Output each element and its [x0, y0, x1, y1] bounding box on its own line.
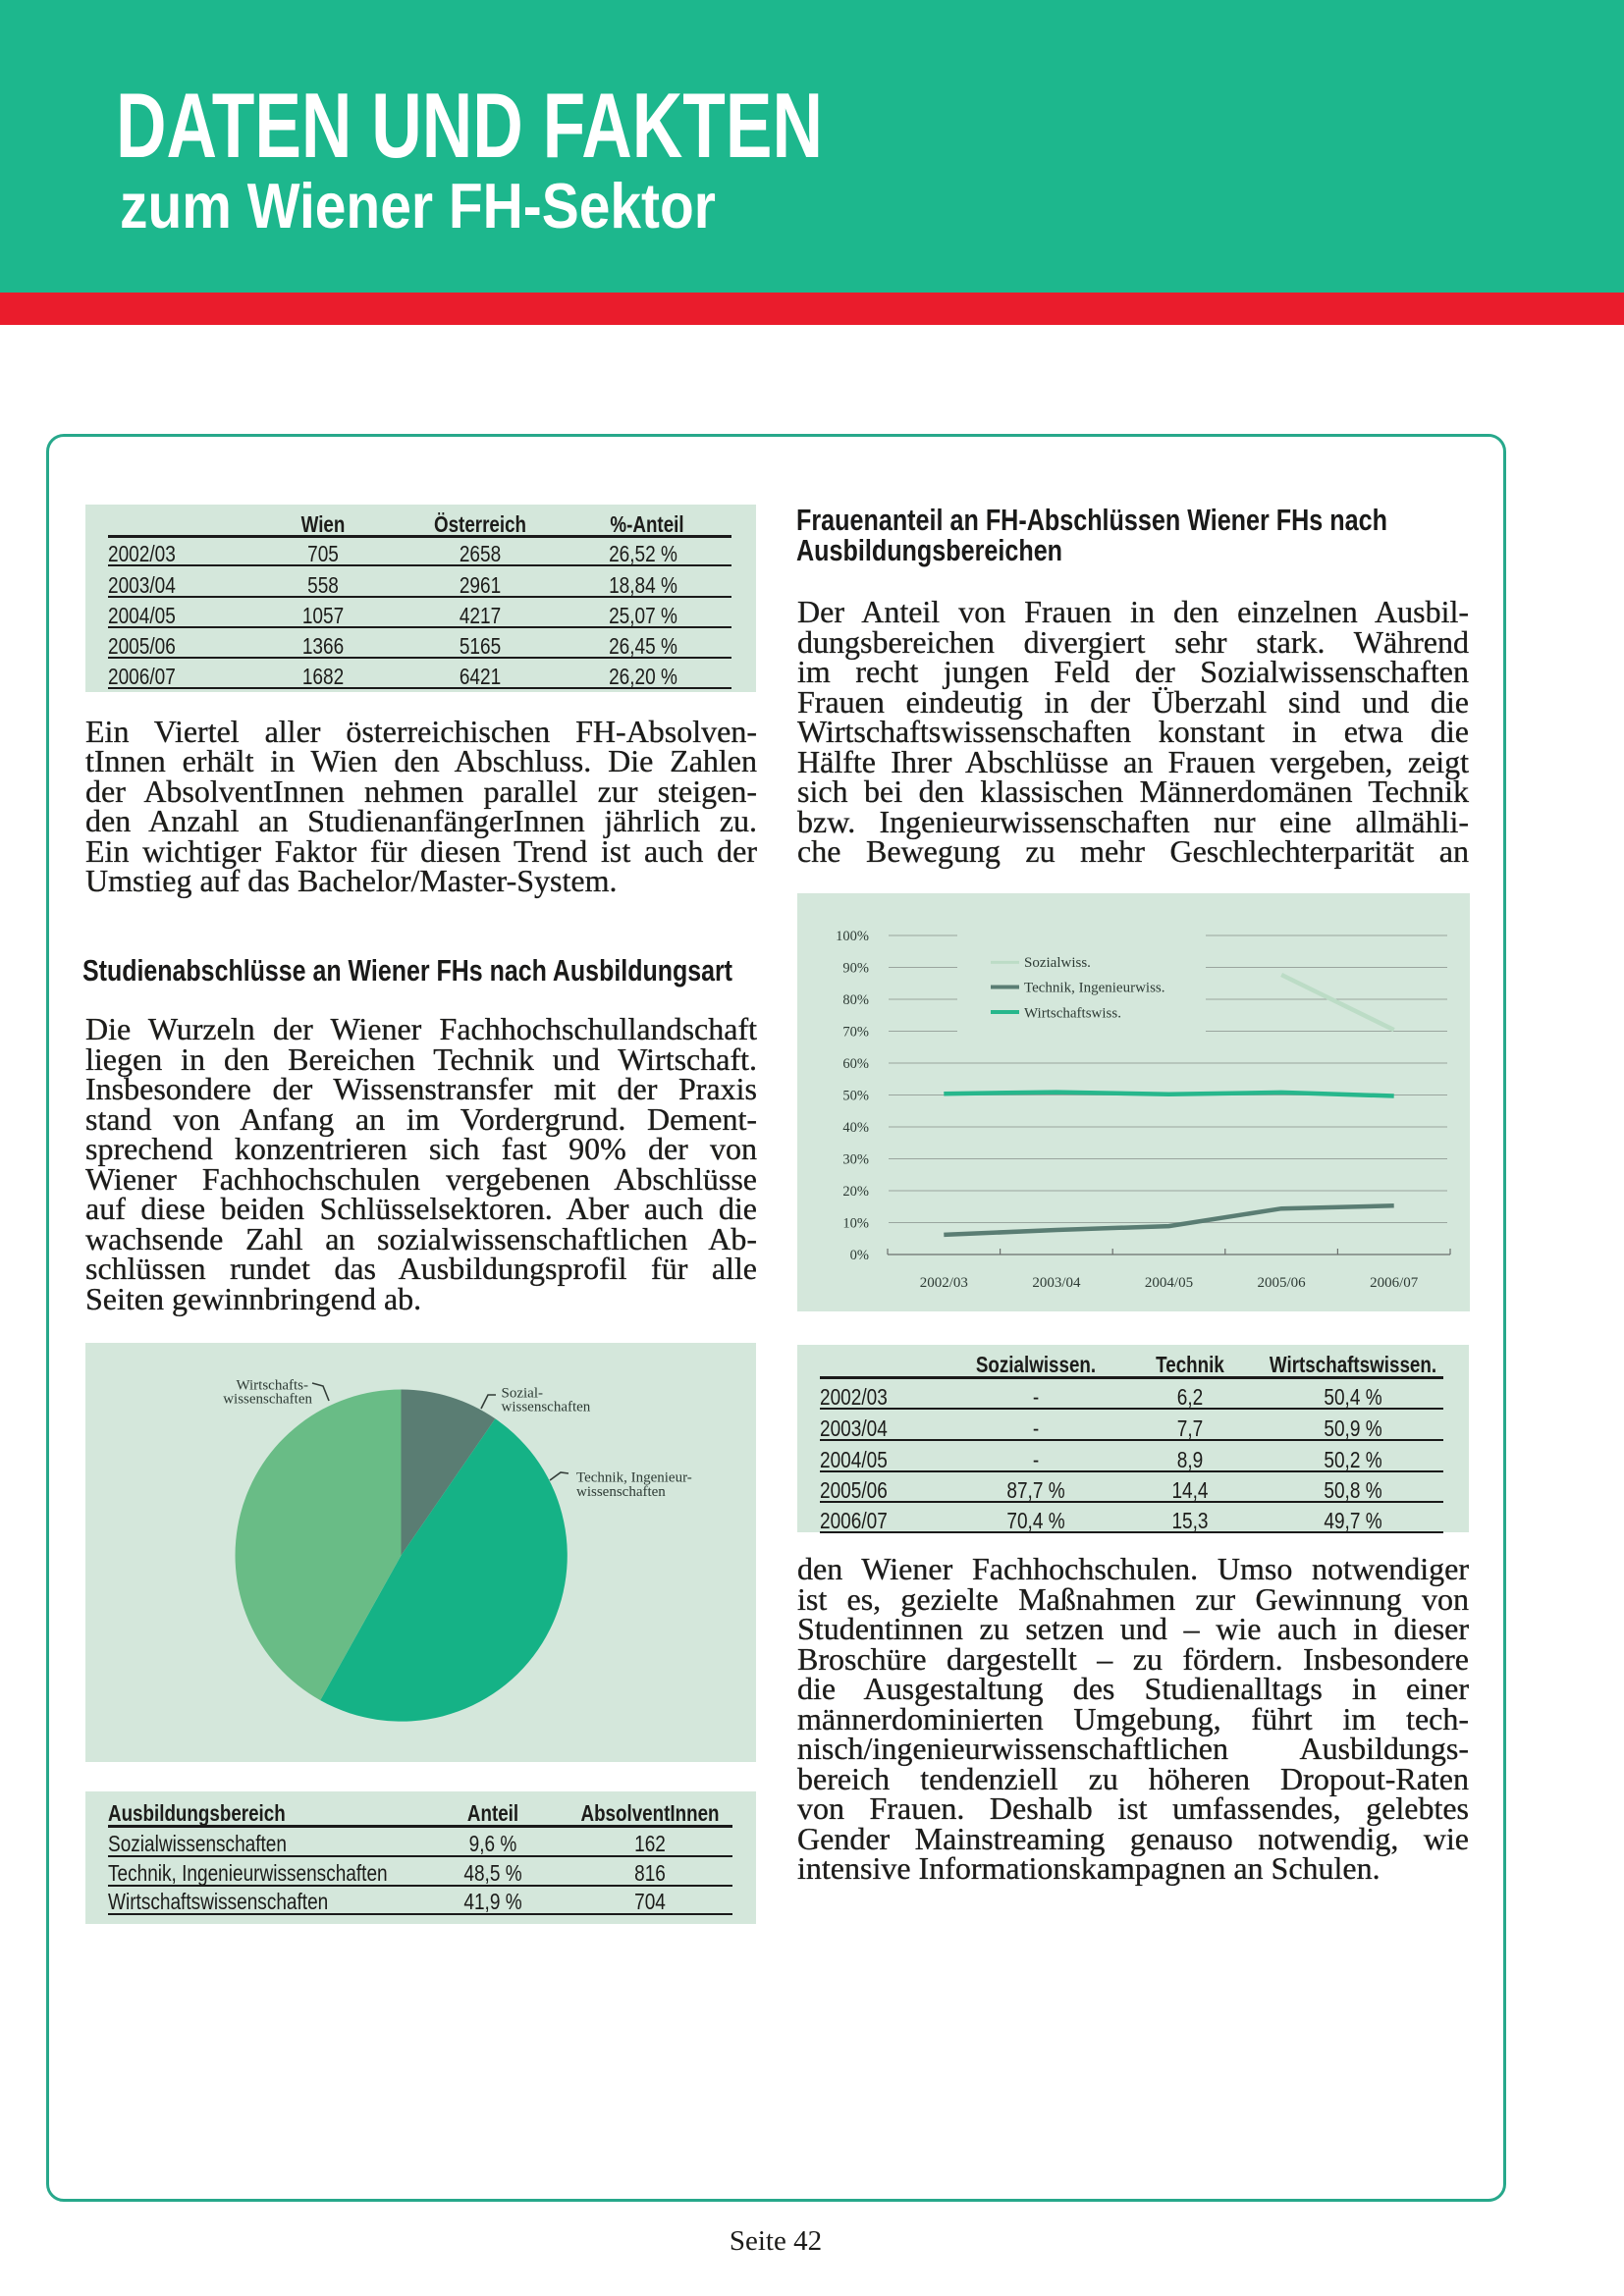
- svg-text:Sozialwiss.: Sozialwiss.: [1024, 955, 1091, 971]
- svg-text:Technik, Ingenieur-: Technik, Ingenieur-: [576, 1470, 692, 1486]
- svg-text:100%: 100%: [836, 929, 869, 944]
- svg-text:2003/04: 2003/04: [1032, 1275, 1081, 1291]
- svg-text:30%: 30%: [842, 1152, 869, 1168]
- svg-text:Wirtschafts-: Wirtschafts-: [236, 1378, 308, 1394]
- svg-text:wissenschaften: wissenschaften: [223, 1392, 312, 1408]
- svg-text:Sozial-: Sozial-: [502, 1385, 544, 1401]
- svg-text:60%: 60%: [842, 1056, 869, 1072]
- svg-text:2004/05: 2004/05: [1145, 1275, 1193, 1291]
- svg-text:Wirtschaftswiss.: Wirtschaftswiss.: [1024, 1005, 1121, 1021]
- svg-text:2002/03: 2002/03: [920, 1275, 968, 1291]
- svg-text:wissenschaften: wissenschaften: [502, 1400, 591, 1415]
- svg-text:2006/07: 2006/07: [1370, 1275, 1419, 1291]
- svg-text:Technik, Ingenieurwiss.: Technik, Ingenieurwiss.: [1024, 981, 1165, 996]
- svg-text:90%: 90%: [842, 961, 869, 977]
- svg-text:50%: 50%: [842, 1089, 869, 1104]
- svg-text:70%: 70%: [842, 1025, 869, 1041]
- svg-text:80%: 80%: [842, 992, 869, 1008]
- svg-text:20%: 20%: [842, 1184, 869, 1200]
- svg-text:40%: 40%: [842, 1120, 869, 1136]
- svg-text:10%: 10%: [842, 1216, 869, 1232]
- svg-text:0%: 0%: [850, 1248, 869, 1263]
- svg-text:wissenschaften: wissenschaften: [576, 1484, 666, 1500]
- svg-text:2005/06: 2005/06: [1258, 1275, 1307, 1291]
